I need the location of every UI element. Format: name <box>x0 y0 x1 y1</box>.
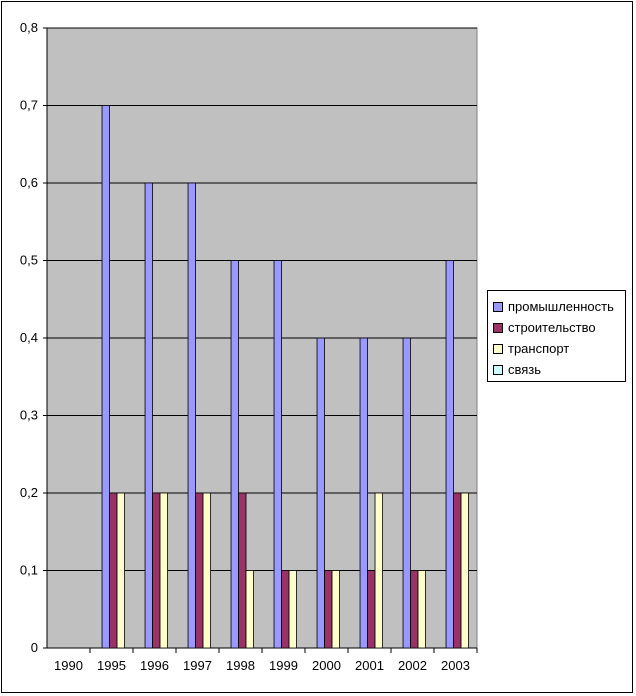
legend-item-promyshlennost: промышленность <box>488 296 625 317</box>
legend-swatch <box>493 301 503 312</box>
x-tick-label: 1999 <box>269 658 298 673</box>
legend-item-svyaz: связь <box>488 359 625 380</box>
bar <box>402 337 411 649</box>
bar <box>374 492 383 649</box>
bar <box>324 570 333 649</box>
bar <box>116 492 125 649</box>
y-tick-label: 0,8 <box>20 20 38 35</box>
bar <box>195 492 204 649</box>
bar <box>359 337 368 649</box>
bar <box>238 492 247 649</box>
legend-swatch <box>493 364 503 375</box>
bar <box>202 492 211 649</box>
bar <box>331 570 340 649</box>
x-tick-label: 1997 <box>183 658 212 673</box>
legend-label: промышленность <box>508 299 614 314</box>
legend-label: связь <box>508 362 542 377</box>
bar <box>230 260 239 649</box>
legend-item-transport: транспорт <box>488 338 625 359</box>
y-tick-label: 0,5 <box>20 253 38 268</box>
bar <box>410 570 419 649</box>
bar <box>316 337 325 649</box>
bar <box>273 260 282 649</box>
y-tick-label: 0,3 <box>20 408 38 423</box>
bar <box>152 492 161 649</box>
legend-label: строительство <box>508 320 596 335</box>
y-tick-label: 0 <box>31 640 38 655</box>
bar <box>445 260 454 649</box>
bar <box>245 570 254 649</box>
x-tick-label: 1995 <box>97 658 126 673</box>
bar <box>144 182 153 649</box>
x-tick-label: 1996 <box>140 658 169 673</box>
legend-item-stroitelstvo: строительство <box>488 317 625 338</box>
legend-swatch <box>493 343 503 354</box>
bar <box>367 570 376 649</box>
y-tick-label: 0,7 <box>20 98 38 113</box>
legend-swatch <box>493 322 503 333</box>
bar <box>288 570 297 649</box>
x-tick-label: 2003 <box>441 658 470 673</box>
y-tick-label: 0,6 <box>20 175 38 190</box>
bar <box>187 182 196 649</box>
y-tick-label: 0,4 <box>20 330 38 345</box>
legend: промышленность строительство транспорт с… <box>487 290 626 382</box>
bar <box>159 492 168 649</box>
bar <box>460 492 469 649</box>
y-tick-label: 0,2 <box>20 485 38 500</box>
bar <box>453 492 462 649</box>
x-tick-label: 1990 <box>54 658 83 673</box>
x-tick-label: 2002 <box>398 658 427 673</box>
bar <box>281 570 290 649</box>
bar <box>417 570 426 649</box>
x-tick-label: 2000 <box>312 658 341 673</box>
legend-label: транспорт <box>508 341 570 356</box>
y-tick-label: 0,1 <box>20 563 38 578</box>
bar <box>101 105 110 649</box>
x-tick-label: 2001 <box>355 658 384 673</box>
x-tick-label: 1998 <box>226 658 255 673</box>
bar <box>109 492 118 649</box>
